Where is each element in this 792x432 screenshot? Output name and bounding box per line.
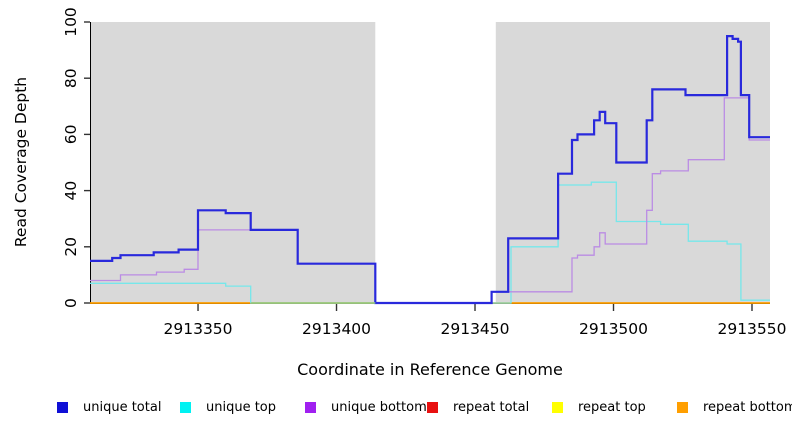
legend-item-unique-bottom: unique bottom xyxy=(305,399,427,415)
zero-coverage-gap-region xyxy=(375,22,496,303)
legend-swatch-icon xyxy=(427,401,438,413)
series-unique-total xyxy=(90,35,770,305)
legend-label: unique bottom xyxy=(331,399,427,415)
legend-item-unique-total: unique total xyxy=(57,399,161,415)
series-unique-bottom xyxy=(90,97,770,304)
legend-label: repeat total xyxy=(453,399,530,415)
legend-swatch-icon xyxy=(57,401,68,413)
legend-label: repeat top xyxy=(578,399,646,415)
legend-swatch-icon xyxy=(552,401,563,413)
legend-swatch-icon xyxy=(180,401,191,413)
x-tick-label: 2913350 xyxy=(164,320,233,338)
y-tick-label: 0 xyxy=(62,298,80,308)
y-axis-title: Read Coverage Depth xyxy=(12,76,30,248)
legend-item-repeat-top: repeat top xyxy=(552,399,646,415)
x-axis-title: Coordinate in Reference Genome xyxy=(297,360,563,379)
legend-item-unique-top: unique top xyxy=(180,399,276,415)
y-tick-label: 100 xyxy=(62,7,80,37)
legend-label: repeat bottom xyxy=(703,399,792,415)
x-tick-label: 2913550 xyxy=(717,320,786,338)
series-unique-top xyxy=(90,181,770,304)
legend-swatch-icon xyxy=(305,401,316,413)
y-tick-label: 40 xyxy=(62,181,80,201)
legend-label: unique top xyxy=(206,399,277,415)
legend-item-repeat-bottom: repeat bottom xyxy=(677,399,792,415)
legend-item-repeat-total: repeat total xyxy=(427,399,529,415)
x-tick-label: 2913400 xyxy=(302,320,371,338)
y-tick-label: 80 xyxy=(62,68,80,88)
y-tick-label: 60 xyxy=(62,125,80,145)
x-tick-label: 2913450 xyxy=(440,320,509,338)
legend: unique total unique top unique bottom repea… xyxy=(0,399,792,419)
legend-swatch-icon xyxy=(677,401,688,413)
x-tick-label: 2913500 xyxy=(579,320,648,338)
legend-label: unique total xyxy=(83,399,162,415)
y-tick-label: 20 xyxy=(62,237,80,257)
